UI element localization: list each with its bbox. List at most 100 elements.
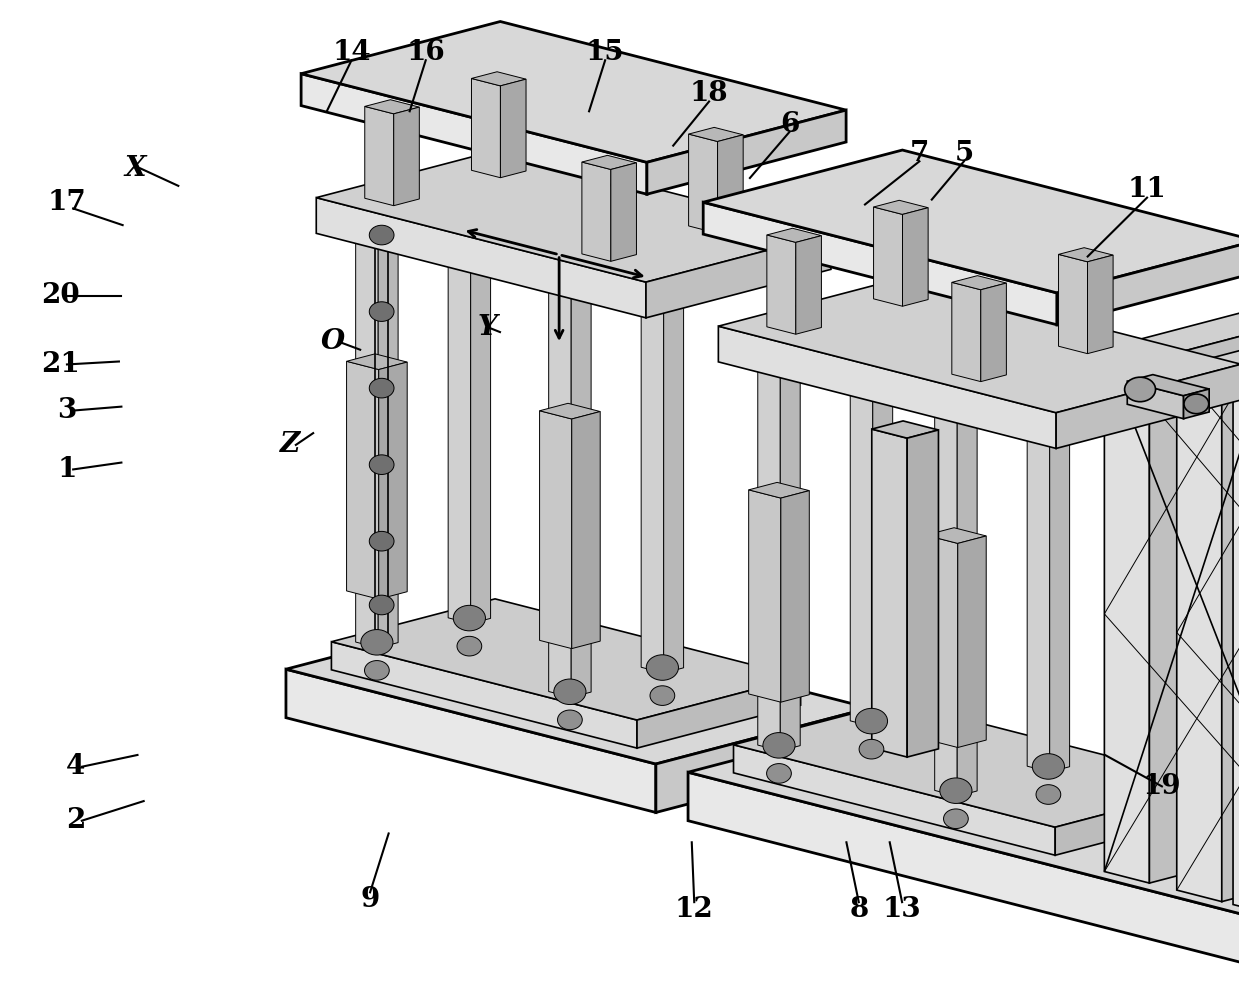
Polygon shape bbox=[641, 254, 683, 265]
Polygon shape bbox=[356, 234, 378, 647]
Polygon shape bbox=[1233, 382, 1240, 913]
Circle shape bbox=[365, 660, 389, 680]
Text: 5: 5 bbox=[955, 140, 973, 167]
Polygon shape bbox=[448, 205, 491, 215]
Circle shape bbox=[558, 710, 583, 730]
Circle shape bbox=[940, 778, 972, 804]
Circle shape bbox=[944, 809, 968, 829]
Text: Z: Z bbox=[279, 431, 300, 459]
Polygon shape bbox=[872, 429, 908, 757]
Polygon shape bbox=[873, 207, 903, 306]
Polygon shape bbox=[1149, 312, 1240, 883]
Polygon shape bbox=[637, 677, 801, 748]
Polygon shape bbox=[316, 150, 831, 282]
Polygon shape bbox=[957, 536, 986, 748]
Polygon shape bbox=[851, 338, 873, 726]
Polygon shape bbox=[1055, 784, 1219, 855]
Polygon shape bbox=[1027, 378, 1070, 390]
Polygon shape bbox=[1177, 319, 1240, 379]
Text: 13: 13 bbox=[883, 895, 921, 923]
Polygon shape bbox=[734, 702, 1219, 828]
Polygon shape bbox=[539, 403, 600, 419]
Polygon shape bbox=[1056, 364, 1240, 449]
Polygon shape bbox=[903, 208, 928, 306]
Polygon shape bbox=[471, 72, 526, 86]
Polygon shape bbox=[1127, 375, 1209, 396]
Polygon shape bbox=[703, 150, 1240, 293]
Polygon shape bbox=[688, 134, 718, 233]
Polygon shape bbox=[572, 283, 591, 698]
Polygon shape bbox=[471, 211, 491, 624]
Polygon shape bbox=[1059, 248, 1114, 262]
Polygon shape bbox=[1059, 255, 1087, 353]
Polygon shape bbox=[1087, 255, 1114, 353]
Polygon shape bbox=[1056, 241, 1240, 325]
Polygon shape bbox=[703, 203, 1056, 325]
Circle shape bbox=[856, 708, 888, 734]
Text: 19: 19 bbox=[1142, 772, 1182, 800]
Circle shape bbox=[361, 630, 393, 655]
Polygon shape bbox=[952, 282, 981, 382]
Polygon shape bbox=[1027, 384, 1050, 771]
Polygon shape bbox=[908, 430, 939, 757]
Polygon shape bbox=[935, 407, 957, 796]
Polygon shape bbox=[611, 162, 636, 262]
Circle shape bbox=[458, 637, 482, 656]
Polygon shape bbox=[1105, 300, 1240, 360]
Circle shape bbox=[766, 764, 791, 783]
Polygon shape bbox=[781, 491, 810, 703]
Polygon shape bbox=[582, 155, 636, 169]
Polygon shape bbox=[981, 283, 1007, 382]
Polygon shape bbox=[766, 235, 796, 335]
Ellipse shape bbox=[1184, 394, 1209, 413]
Polygon shape bbox=[646, 233, 831, 318]
Polygon shape bbox=[688, 772, 1240, 984]
Text: 8: 8 bbox=[849, 895, 868, 923]
Polygon shape bbox=[873, 201, 928, 215]
Polygon shape bbox=[1105, 348, 1149, 883]
Text: 14: 14 bbox=[332, 39, 371, 66]
Polygon shape bbox=[301, 22, 846, 162]
Polygon shape bbox=[1221, 331, 1240, 901]
Polygon shape bbox=[286, 613, 869, 764]
Polygon shape bbox=[582, 162, 611, 262]
Circle shape bbox=[646, 654, 678, 680]
Polygon shape bbox=[718, 326, 1056, 449]
Polygon shape bbox=[873, 338, 893, 726]
Text: X: X bbox=[124, 154, 146, 182]
Circle shape bbox=[370, 455, 394, 474]
Polygon shape bbox=[925, 535, 957, 748]
Polygon shape bbox=[316, 198, 646, 318]
Circle shape bbox=[554, 679, 587, 705]
Circle shape bbox=[454, 605, 485, 631]
Polygon shape bbox=[749, 482, 810, 498]
Polygon shape bbox=[1183, 389, 1209, 419]
Polygon shape bbox=[378, 234, 398, 647]
Polygon shape bbox=[872, 421, 939, 438]
Circle shape bbox=[370, 378, 394, 398]
Circle shape bbox=[763, 733, 795, 758]
Polygon shape bbox=[356, 228, 398, 240]
Polygon shape bbox=[1233, 333, 1240, 390]
Text: 20: 20 bbox=[41, 282, 81, 309]
Text: Y: Y bbox=[477, 314, 497, 340]
Polygon shape bbox=[688, 716, 1240, 978]
Circle shape bbox=[370, 595, 394, 615]
Polygon shape bbox=[539, 410, 572, 648]
Polygon shape bbox=[758, 357, 800, 368]
Polygon shape bbox=[394, 107, 419, 206]
Polygon shape bbox=[925, 527, 986, 543]
Text: 15: 15 bbox=[585, 39, 625, 66]
Text: 18: 18 bbox=[689, 80, 728, 107]
Polygon shape bbox=[766, 228, 821, 242]
Polygon shape bbox=[688, 127, 743, 142]
Polygon shape bbox=[780, 363, 800, 751]
Polygon shape bbox=[331, 599, 801, 720]
Text: 1: 1 bbox=[57, 456, 77, 483]
Polygon shape bbox=[471, 79, 501, 178]
Polygon shape bbox=[1127, 382, 1183, 419]
Circle shape bbox=[1035, 784, 1060, 804]
Text: 3: 3 bbox=[57, 398, 77, 424]
Polygon shape bbox=[952, 276, 1007, 289]
Polygon shape bbox=[286, 669, 656, 813]
